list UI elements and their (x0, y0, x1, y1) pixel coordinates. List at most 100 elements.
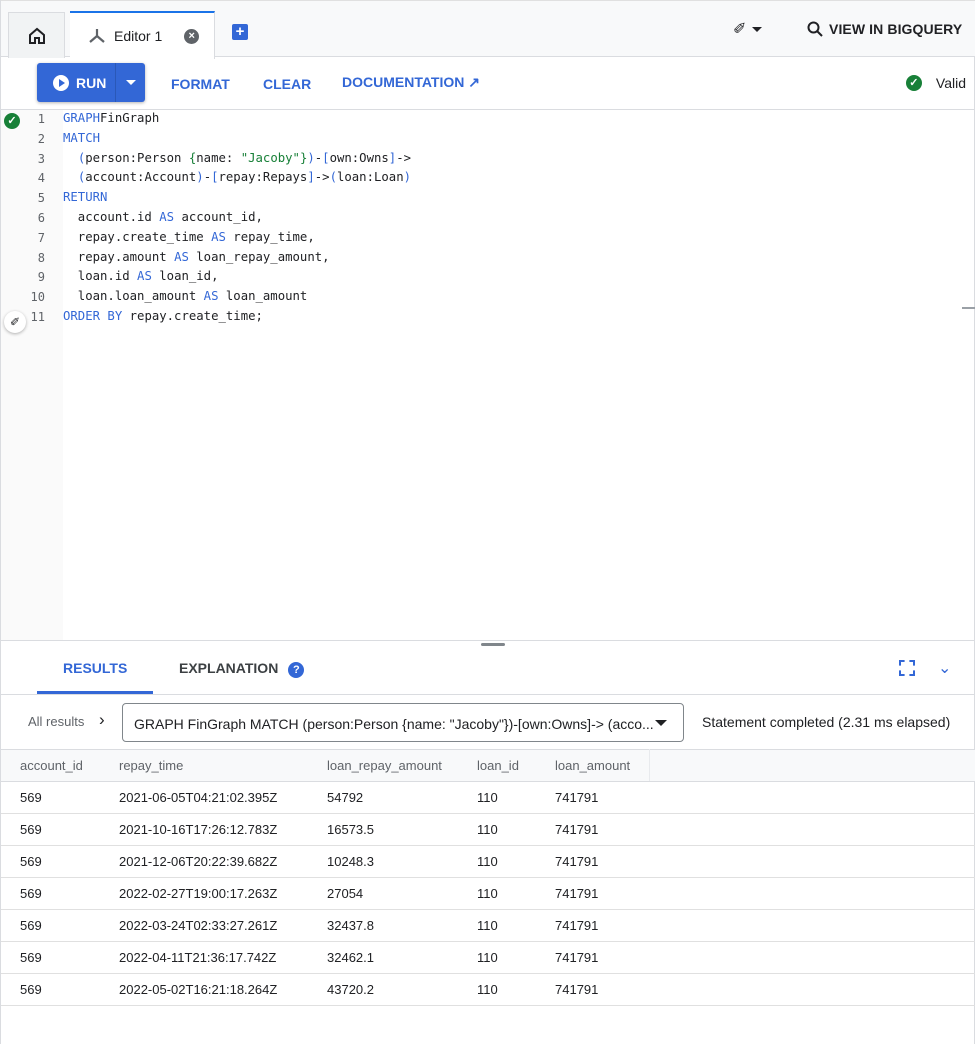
table-cell: 569 (1, 973, 100, 1006)
table-header-row: account_id repay_time loan_repay_amount … (1, 749, 975, 782)
table-cell: 741791 (536, 973, 649, 1006)
validation-status: ✓ Valid (905, 75, 966, 91)
table-row[interactable]: 569 2022-05-02T16:21:18.264Z 43720.2 110 741… (1, 973, 975, 1006)
view-in-bigquery-button[interactable]: VIEW IN BIGQUERY (807, 21, 962, 37)
code-token: repay.amount (63, 249, 175, 264)
statement-text: GRAPH FinGraph MATCH (person:Person {nam… (134, 716, 654, 732)
table-cell: 569 (1, 813, 100, 846)
ai-assist-button[interactable]: ✐ (733, 19, 763, 39)
table-cell: 741791 (536, 909, 649, 942)
statement-selector-row: All results › GRAPH FinGraph MATCH (pers… (1, 695, 975, 749)
statement-select[interactable]: GRAPH FinGraph MATCH (person:Person {nam… (122, 703, 684, 742)
code-token (63, 151, 78, 165)
code-token: ) (196, 170, 204, 185)
code-line: loan.id AS loan_id, (63, 269, 219, 283)
code-line: MATCH (63, 131, 100, 145)
format-button[interactable]: FORMAT (171, 76, 230, 92)
home-tab[interactable] (8, 12, 65, 58)
table-row[interactable]: 569 2022-03-24T02:33:27.261Z 32437.8 110 741… (1, 909, 975, 942)
table-cell: 110 (458, 781, 536, 814)
keyword-token: RETURN (63, 190, 108, 205)
chevron-down-icon[interactable]: ⌄ (938, 660, 952, 677)
table-cell: 110 (458, 813, 536, 846)
column-header[interactable]: repay_time (100, 749, 308, 782)
code-token: -> (396, 150, 412, 165)
table-row[interactable]: 569 2021-06-05T04:21:02.395Z 54792 110 74179… (1, 781, 975, 814)
line-number: 3 (37, 151, 45, 166)
table-row[interactable]: 569 2022-04-11T21:36:17.742Z 32462.1 110 741… (1, 941, 975, 974)
code-token: ( (77, 170, 86, 185)
editor-toolbar: RUN FORMAT CLEAR DOCUMENTATION ↗ ✓ Valid (1, 57, 975, 110)
code-line: account.id AS account_id, (63, 210, 263, 224)
caret-down-icon (655, 720, 667, 726)
table-row[interactable]: 569 2022-02-27T19:00:17.263Z 27054 110 74179… (1, 877, 975, 910)
code-token: repay:Repays (218, 170, 308, 185)
all-results-link[interactable]: All results (28, 714, 85, 729)
code-token: -> (314, 170, 330, 185)
help-icon[interactable]: ? (288, 662, 305, 678)
documentation-label: DOCUMENTATION (342, 74, 465, 90)
table-cell: 2021-06-05T04:21:02.395Z (100, 781, 308, 814)
table-cell: 741791 (536, 813, 649, 846)
line-number: 2 (37, 131, 45, 146)
column-header[interactable]: account_id (1, 749, 100, 782)
code-token: repay.create_time; (122, 309, 263, 323)
code-token: account:Account (85, 170, 197, 185)
row-filler (649, 973, 975, 1006)
fullscreen-icon[interactable] (899, 660, 915, 676)
table-row[interactable]: 569 2021-10-16T17:26:12.783Z 16573.5 110 741… (1, 813, 975, 846)
table-row[interactable]: 569 2021-12-06T20:22:39.682Z 10248.3 110 741… (1, 845, 975, 878)
code-line: repay.amount AS loan_repay_amount, (63, 250, 330, 264)
table-cell: 54792 (308, 781, 458, 814)
valid-label: Valid (935, 75, 966, 91)
table-cell: 110 (458, 845, 536, 878)
line-number: 1 (37, 112, 45, 126)
documentation-link[interactable]: DOCUMENTATION ↗ (342, 74, 480, 91)
column-header[interactable]: loan_amount (536, 749, 650, 782)
code-token: repay_time, (225, 229, 315, 244)
code-token: ( (77, 150, 86, 165)
table-cell: 569 (1, 877, 100, 910)
code-token: loan_id, (151, 269, 219, 284)
table-cell: 27054 (308, 877, 458, 910)
run-options-button[interactable] (116, 80, 145, 85)
resize-handle[interactable] (481, 643, 505, 646)
caret-down-icon (752, 26, 763, 32)
home-icon (28, 27, 45, 44)
magic-pen-icon[interactable]: ✐ (4, 311, 26, 333)
keyword-token: AS (203, 289, 219, 304)
run-button[interactable]: RUN (37, 63, 116, 102)
tab-explanation[interactable]: EXPLANATION? (179, 660, 305, 678)
string-token: { (188, 150, 197, 165)
close-icon[interactable]: × (184, 28, 200, 44)
table-cell: 110 (458, 909, 536, 942)
row-filler (649, 941, 975, 974)
row-filler (649, 813, 975, 846)
run-label: RUN (76, 74, 107, 91)
row-filler (649, 845, 975, 878)
scrollbar[interactable] (962, 307, 975, 309)
column-header[interactable]: loan_repay_amount (308, 749, 458, 782)
column-header[interactable]: loan_id (458, 749, 536, 782)
string-token: "Jacoby" (240, 150, 300, 165)
add-tab-icon[interactable]: + (232, 24, 248, 40)
code-token: loan.id (63, 269, 138, 284)
keyword-token: AS (211, 229, 226, 244)
code-line: repay.create_time AS repay_time, (63, 230, 315, 244)
tab-editor-1[interactable]: Editor 1 × (70, 11, 215, 59)
table-cell: 43720.2 (308, 973, 458, 1006)
table-cell: 2021-10-16T17:26:12.783Z (100, 813, 308, 846)
header-filler (649, 749, 975, 782)
clear-button[interactable]: CLEAR (263, 76, 312, 92)
table-cell: 741791 (536, 781, 649, 814)
code-editor[interactable]: ✓ ✐ 1 GRAPHFinGraph 2 MATCH 3 (person:Person… (1, 110, 975, 641)
statement-status: Statement completed (2.31 ms elapsed) (702, 714, 951, 730)
code-token: - (203, 170, 212, 185)
code-token: name: (196, 150, 241, 165)
table-cell: 16573.5 (308, 813, 458, 846)
tab-results[interactable]: RESULTS (63, 660, 128, 676)
code-token: own:Owns (329, 150, 389, 165)
row-filler (649, 781, 975, 814)
code-token (63, 170, 78, 184)
table-cell: 741791 (536, 845, 649, 878)
